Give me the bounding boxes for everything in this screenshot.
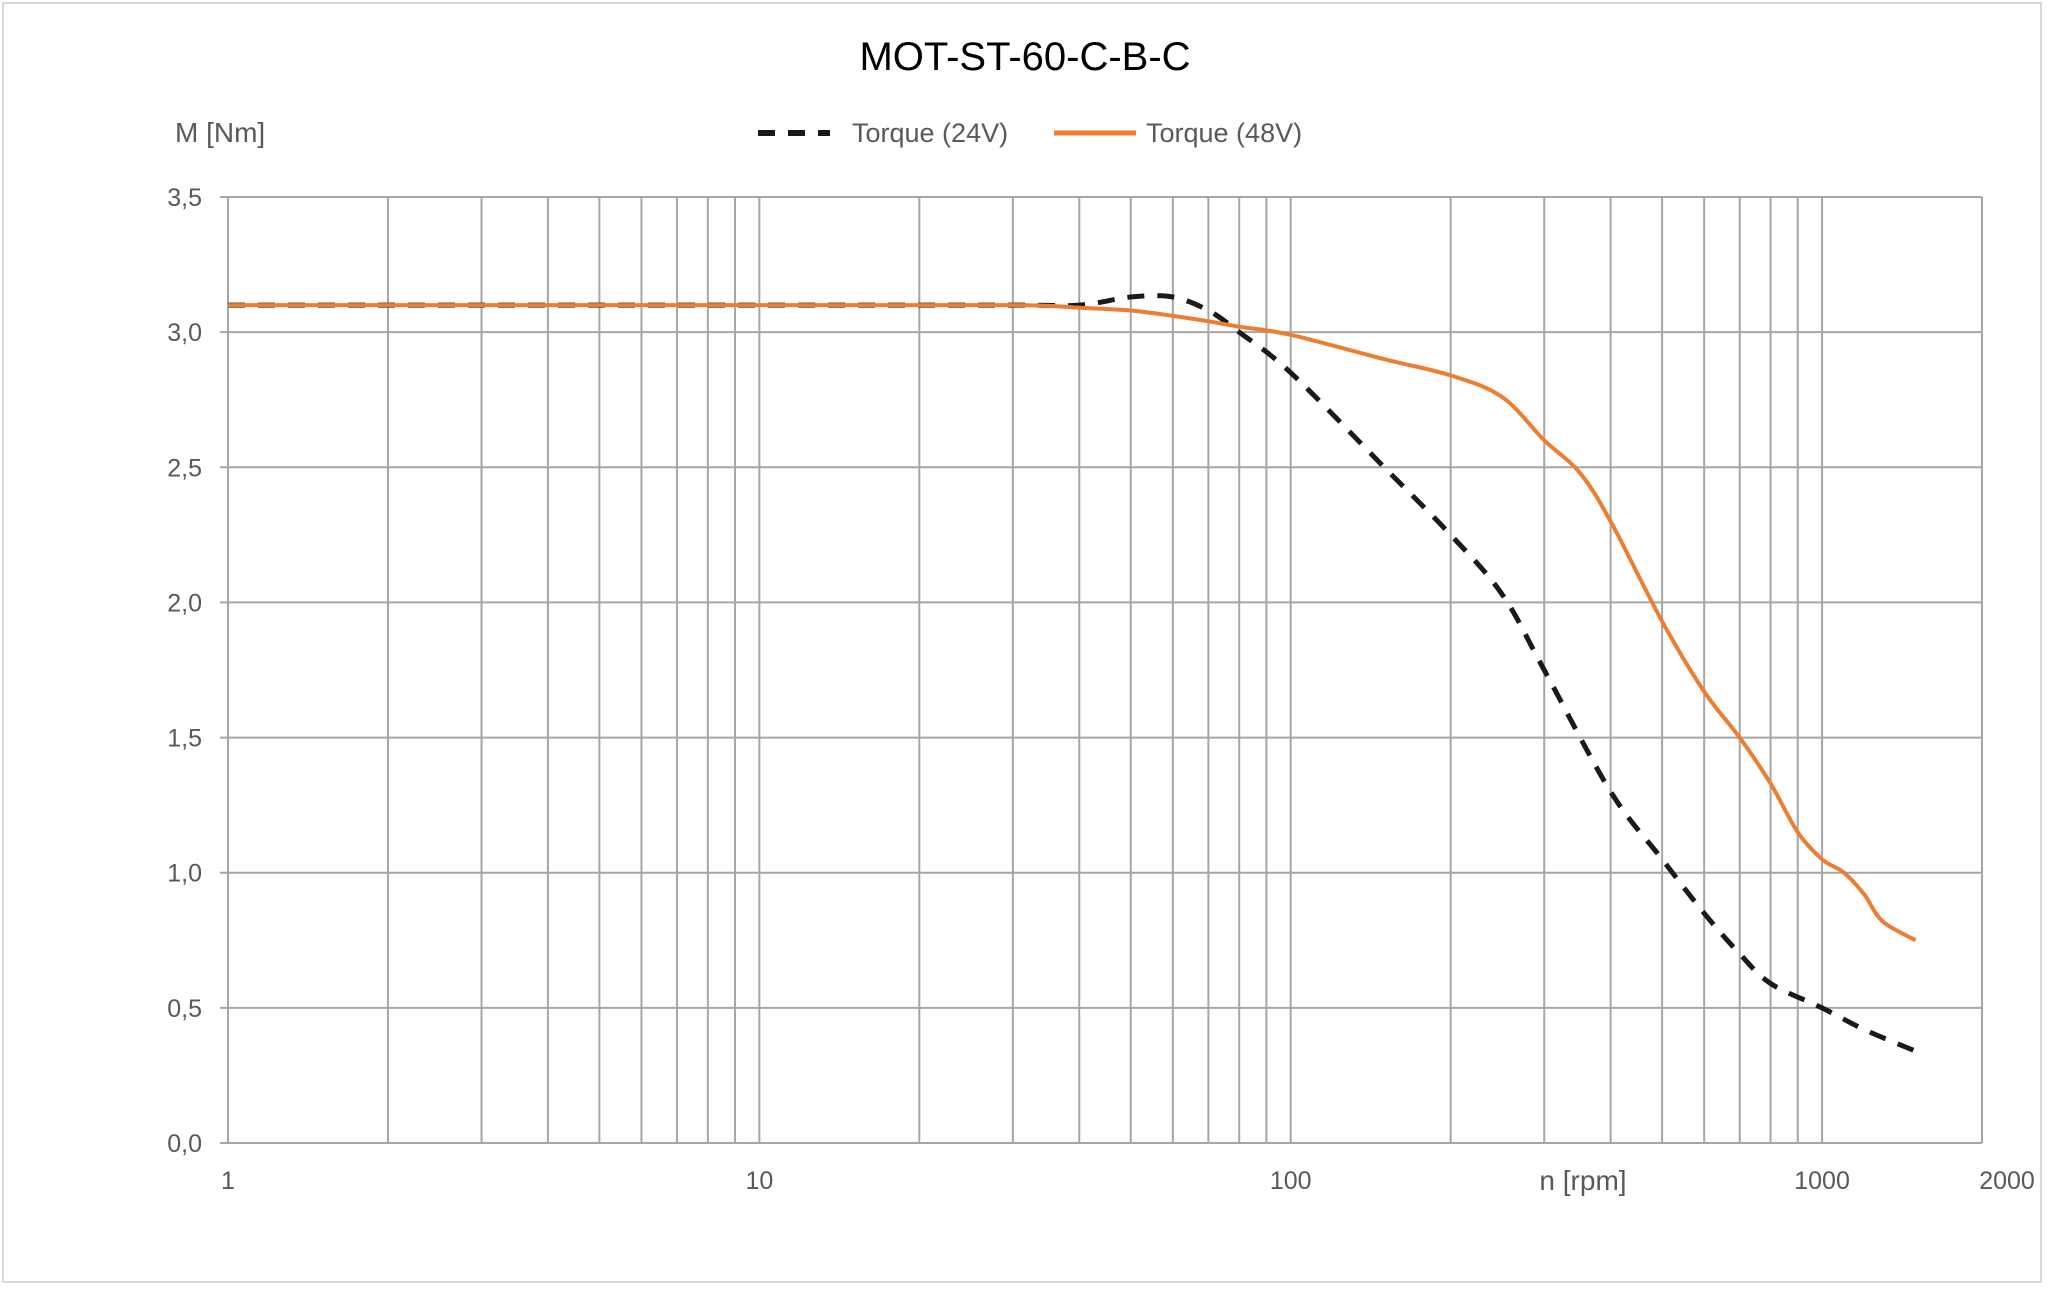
y-tick-label: 1,0	[167, 860, 202, 888]
y-tick-label: 2,5	[167, 454, 202, 482]
y-tick-label: 0,0	[167, 1130, 202, 1158]
x-axis-title: n [rpm]	[1539, 1165, 1626, 1196]
legend: Torque (24V) Torque (48V)	[758, 118, 1302, 148]
y-tick-label: 3,0	[167, 319, 202, 347]
tick-labels: 0,0 0,5 1,0 1,5 2,0 2,5 3,0 3,5 1 10 100 1000 2000	[167, 184, 2035, 1195]
y-tick-label: 0,5	[167, 995, 202, 1023]
x-tick-label: 1	[221, 1167, 235, 1195]
x-tick-label: 10	[745, 1167, 773, 1195]
y-tick-label: 1,5	[167, 725, 202, 753]
x-tick-label: 2000	[1979, 1167, 2035, 1195]
y-tick-label: 3,5	[167, 184, 202, 212]
y-tick-label: 2,0	[167, 589, 202, 617]
chart-title: MOT-ST-60-C-B-C	[859, 35, 1190, 79]
series-lines	[227, 293, 1917, 1054]
x-tick-label: 100	[1270, 1167, 1312, 1195]
series-line-48v	[227, 302, 1917, 943]
legend-label-24v: Torque (24V)	[852, 118, 1008, 148]
y-axis-title: M [Nm]	[175, 117, 265, 148]
legend-label-48v: Torque (48V)	[1146, 118, 1302, 148]
x-tick-label: 1000	[1794, 1167, 1850, 1195]
grid	[220, 196, 1983, 1144]
